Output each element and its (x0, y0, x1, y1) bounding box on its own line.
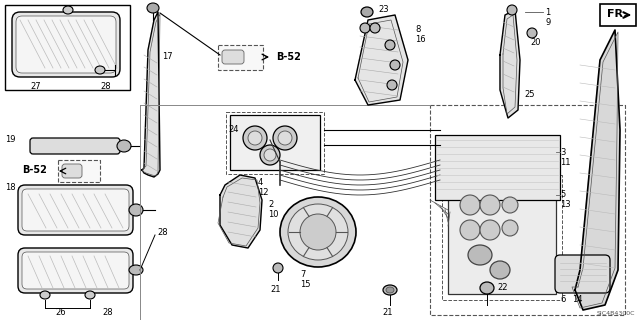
Text: 16: 16 (415, 35, 426, 44)
Polygon shape (500, 10, 520, 118)
FancyBboxPatch shape (18, 185, 133, 235)
Text: 21: 21 (382, 308, 392, 317)
Text: B-52: B-52 (22, 165, 47, 175)
Text: 20: 20 (530, 38, 541, 47)
Ellipse shape (243, 126, 267, 150)
Bar (218, 45, 263, 70)
Text: 27: 27 (30, 82, 40, 91)
Polygon shape (142, 12, 160, 177)
Text: 25: 25 (524, 90, 534, 99)
Text: 1: 1 (545, 8, 550, 17)
FancyBboxPatch shape (222, 50, 244, 64)
Bar (230, 115, 320, 170)
Ellipse shape (480, 282, 494, 294)
Ellipse shape (273, 263, 283, 273)
Text: 22: 22 (497, 283, 508, 292)
Ellipse shape (260, 145, 280, 165)
Text: 14: 14 (572, 295, 582, 304)
Text: 7: 7 (300, 270, 305, 279)
Polygon shape (220, 175, 262, 248)
Text: 21: 21 (270, 285, 280, 294)
Text: 17: 17 (162, 52, 173, 61)
Ellipse shape (390, 60, 400, 70)
Text: 28: 28 (100, 82, 111, 91)
Ellipse shape (502, 220, 518, 236)
Text: 15: 15 (300, 280, 310, 289)
Ellipse shape (507, 5, 517, 15)
Ellipse shape (490, 261, 510, 279)
Ellipse shape (387, 80, 397, 90)
Text: 9: 9 (545, 18, 550, 27)
Text: 4: 4 (258, 178, 263, 187)
FancyBboxPatch shape (30, 138, 120, 154)
Text: 24: 24 (228, 125, 239, 134)
Ellipse shape (40, 291, 50, 299)
Ellipse shape (273, 126, 297, 150)
Text: 12: 12 (258, 188, 269, 197)
Ellipse shape (527, 28, 537, 38)
Text: 11: 11 (560, 158, 570, 167)
FancyBboxPatch shape (600, 4, 636, 26)
Text: 13: 13 (560, 200, 571, 209)
Ellipse shape (480, 220, 500, 240)
Ellipse shape (117, 140, 131, 152)
Ellipse shape (360, 23, 370, 33)
Ellipse shape (248, 131, 262, 145)
FancyBboxPatch shape (12, 12, 120, 77)
Ellipse shape (502, 197, 518, 213)
Ellipse shape (278, 131, 292, 145)
Ellipse shape (63, 6, 73, 14)
Polygon shape (355, 15, 408, 105)
Text: 28: 28 (102, 308, 113, 317)
Ellipse shape (85, 291, 95, 299)
Ellipse shape (280, 197, 356, 267)
Text: 2: 2 (268, 200, 273, 209)
Ellipse shape (480, 195, 500, 215)
Ellipse shape (129, 204, 143, 216)
Ellipse shape (147, 3, 159, 13)
Text: 28: 28 (157, 228, 168, 237)
Text: 6: 6 (560, 295, 565, 304)
Bar (58, 160, 100, 182)
Ellipse shape (383, 285, 397, 295)
Ellipse shape (385, 40, 395, 50)
Bar (435, 135, 560, 200)
Ellipse shape (95, 66, 105, 74)
Polygon shape (575, 30, 620, 310)
FancyBboxPatch shape (62, 164, 82, 178)
Text: 23: 23 (378, 5, 388, 14)
Ellipse shape (300, 214, 336, 250)
Ellipse shape (468, 245, 492, 265)
Bar (448, 182, 556, 294)
Bar (5, 5, 130, 90)
Ellipse shape (386, 287, 394, 293)
Text: B-52: B-52 (276, 52, 301, 62)
FancyBboxPatch shape (22, 252, 129, 289)
Bar (442, 175, 562, 300)
Text: 26: 26 (55, 308, 66, 317)
FancyBboxPatch shape (18, 248, 133, 293)
Text: FR.: FR. (607, 9, 627, 19)
FancyBboxPatch shape (22, 189, 129, 231)
Text: 10: 10 (268, 210, 278, 219)
Ellipse shape (460, 195, 480, 215)
Ellipse shape (264, 149, 276, 161)
Bar (430, 105, 625, 315)
FancyBboxPatch shape (16, 16, 116, 73)
Text: 19: 19 (5, 135, 15, 144)
Ellipse shape (460, 220, 480, 240)
Text: 3: 3 (560, 148, 565, 157)
Text: 5: 5 (560, 190, 565, 199)
Ellipse shape (370, 23, 380, 33)
Bar (226, 112, 324, 174)
Text: 8: 8 (415, 25, 420, 34)
Text: SJC4B4300C: SJC4B4300C (596, 311, 635, 316)
Ellipse shape (361, 7, 373, 17)
Ellipse shape (129, 265, 143, 275)
Text: 18: 18 (5, 183, 15, 192)
FancyBboxPatch shape (555, 255, 610, 293)
Ellipse shape (288, 204, 348, 260)
